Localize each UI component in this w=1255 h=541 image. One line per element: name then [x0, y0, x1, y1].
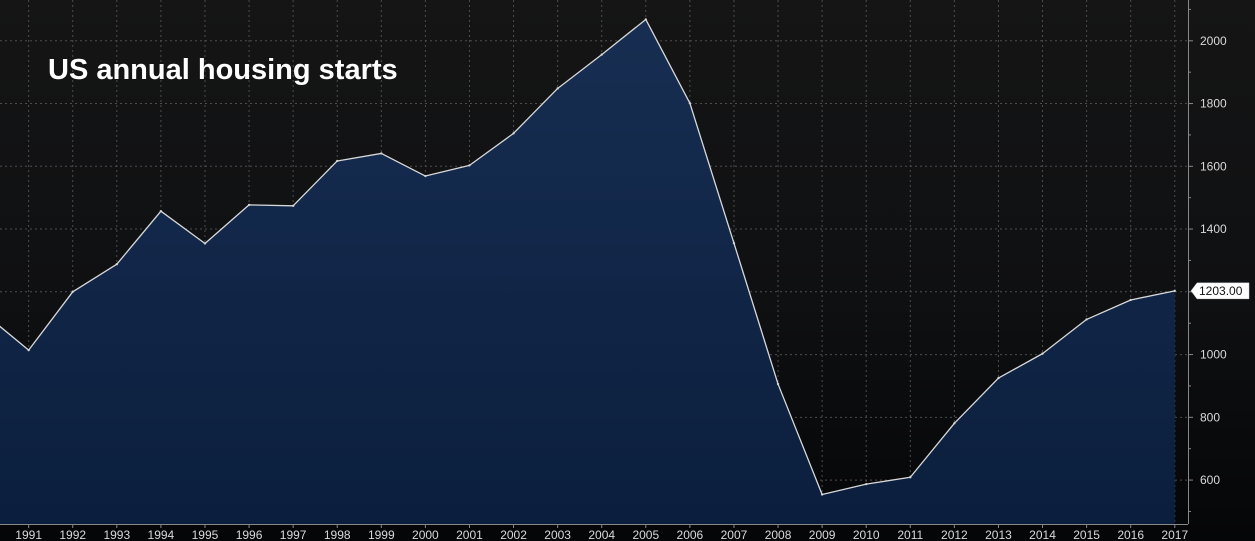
data-point-2002 [512, 132, 515, 135]
data-point-2006 [688, 102, 692, 105]
data-point-2009 [820, 493, 824, 496]
y-axis: 6008001000120014001600180020001203.00 [1188, 0, 1250, 524]
y-tick-label-1000: 1000 [1200, 348, 1227, 362]
x-tick-label-2003: 2003 [544, 528, 571, 541]
data-point-2004 [600, 53, 603, 56]
data-point-2005 [644, 18, 647, 21]
y-tick-label-2000: 2000 [1200, 34, 1227, 48]
data-point-1995 [203, 242, 207, 245]
x-tick-label-2017: 2017 [1161, 528, 1188, 541]
data-point-2008 [776, 382, 780, 386]
data-point-2000 [424, 174, 427, 178]
data-point-1996 [247, 203, 251, 207]
data-point-1999 [380, 152, 383, 155]
x-tick-label-2008: 2008 [765, 528, 792, 541]
x-tick-label-2013: 2013 [985, 528, 1012, 541]
data-point-1992 [71, 290, 74, 294]
y-tick-label-1800: 1800 [1200, 97, 1227, 111]
series-line [0, 18, 1175, 496]
last-value-badge: 1203.00 [1190, 282, 1250, 300]
x-tick-label-2000: 2000 [412, 528, 439, 541]
x-tick-label-2011: 2011 [897, 528, 923, 541]
data-point-2001 [468, 164, 471, 167]
data-point-2013 [997, 376, 1000, 380]
x-tick-label-1991: 1991 [15, 528, 42, 541]
x-tick-label-2007: 2007 [721, 528, 748, 541]
data-point-2010 [865, 482, 868, 486]
series-area-fill [0, 19, 1175, 524]
data-point-2015 [1085, 318, 1088, 321]
x-tick-label-1999: 1999 [368, 528, 395, 541]
data-point-2003 [556, 87, 559, 90]
y-tick-label-1600: 1600 [1200, 159, 1227, 173]
x-tick-label-2012: 2012 [941, 528, 968, 541]
x-tick-label-1998: 1998 [324, 528, 351, 541]
data-point-2012 [953, 422, 956, 425]
x-tick-label-2016: 2016 [1117, 528, 1144, 541]
data-point-1994 [159, 209, 163, 213]
data-point-2011 [909, 476, 912, 479]
x-tick-label-1993: 1993 [103, 528, 130, 541]
data-points [27, 18, 1176, 496]
data-point-2017 [1173, 289, 1176, 293]
data-point-1998 [336, 159, 339, 163]
x-tick-label-1992: 1992 [59, 528, 86, 541]
x-tick-label-2014: 2014 [1029, 528, 1056, 541]
last-value-label: 1203.00 [1199, 284, 1243, 298]
data-point-2016 [1129, 298, 1132, 302]
x-tick-label-1996: 1996 [236, 528, 263, 541]
y-tick-label-600: 600 [1200, 473, 1220, 487]
data-point-2007 [732, 241, 736, 245]
area-layer [0, 18, 1175, 524]
last-value-badge-box [1190, 282, 1250, 300]
data-point-1991 [27, 348, 30, 352]
x-tick-label-1995: 1995 [192, 528, 219, 541]
data-point-1993 [115, 262, 119, 266]
x-tick-label-2010: 2010 [853, 528, 880, 541]
data-point-1997 [291, 204, 295, 208]
chart-title: US annual housing starts [48, 54, 398, 86]
x-tick-label-2009: 2009 [809, 528, 836, 541]
x-axis: 1991 1992 1993 1994 1995 1996 1997 1998 1999 2000… [0, 524, 1188, 541]
y-tick-label-800: 800 [1200, 410, 1220, 424]
x-tick-label-1997: 1997 [280, 528, 307, 541]
data-point-2014 [1041, 352, 1044, 355]
x-tick-label-2015: 2015 [1073, 528, 1100, 541]
x-tick-label-2002: 2002 [500, 528, 527, 541]
x-tick-label-1994: 1994 [148, 528, 175, 541]
y-tick-label-1400: 1400 [1200, 222, 1227, 236]
x-tick-label-2005: 2005 [632, 528, 659, 541]
x-tick-label-2004: 2004 [588, 528, 615, 541]
x-tick-label-2001: 2001 [456, 528, 483, 541]
x-tick-label-2006: 2006 [677, 528, 704, 541]
